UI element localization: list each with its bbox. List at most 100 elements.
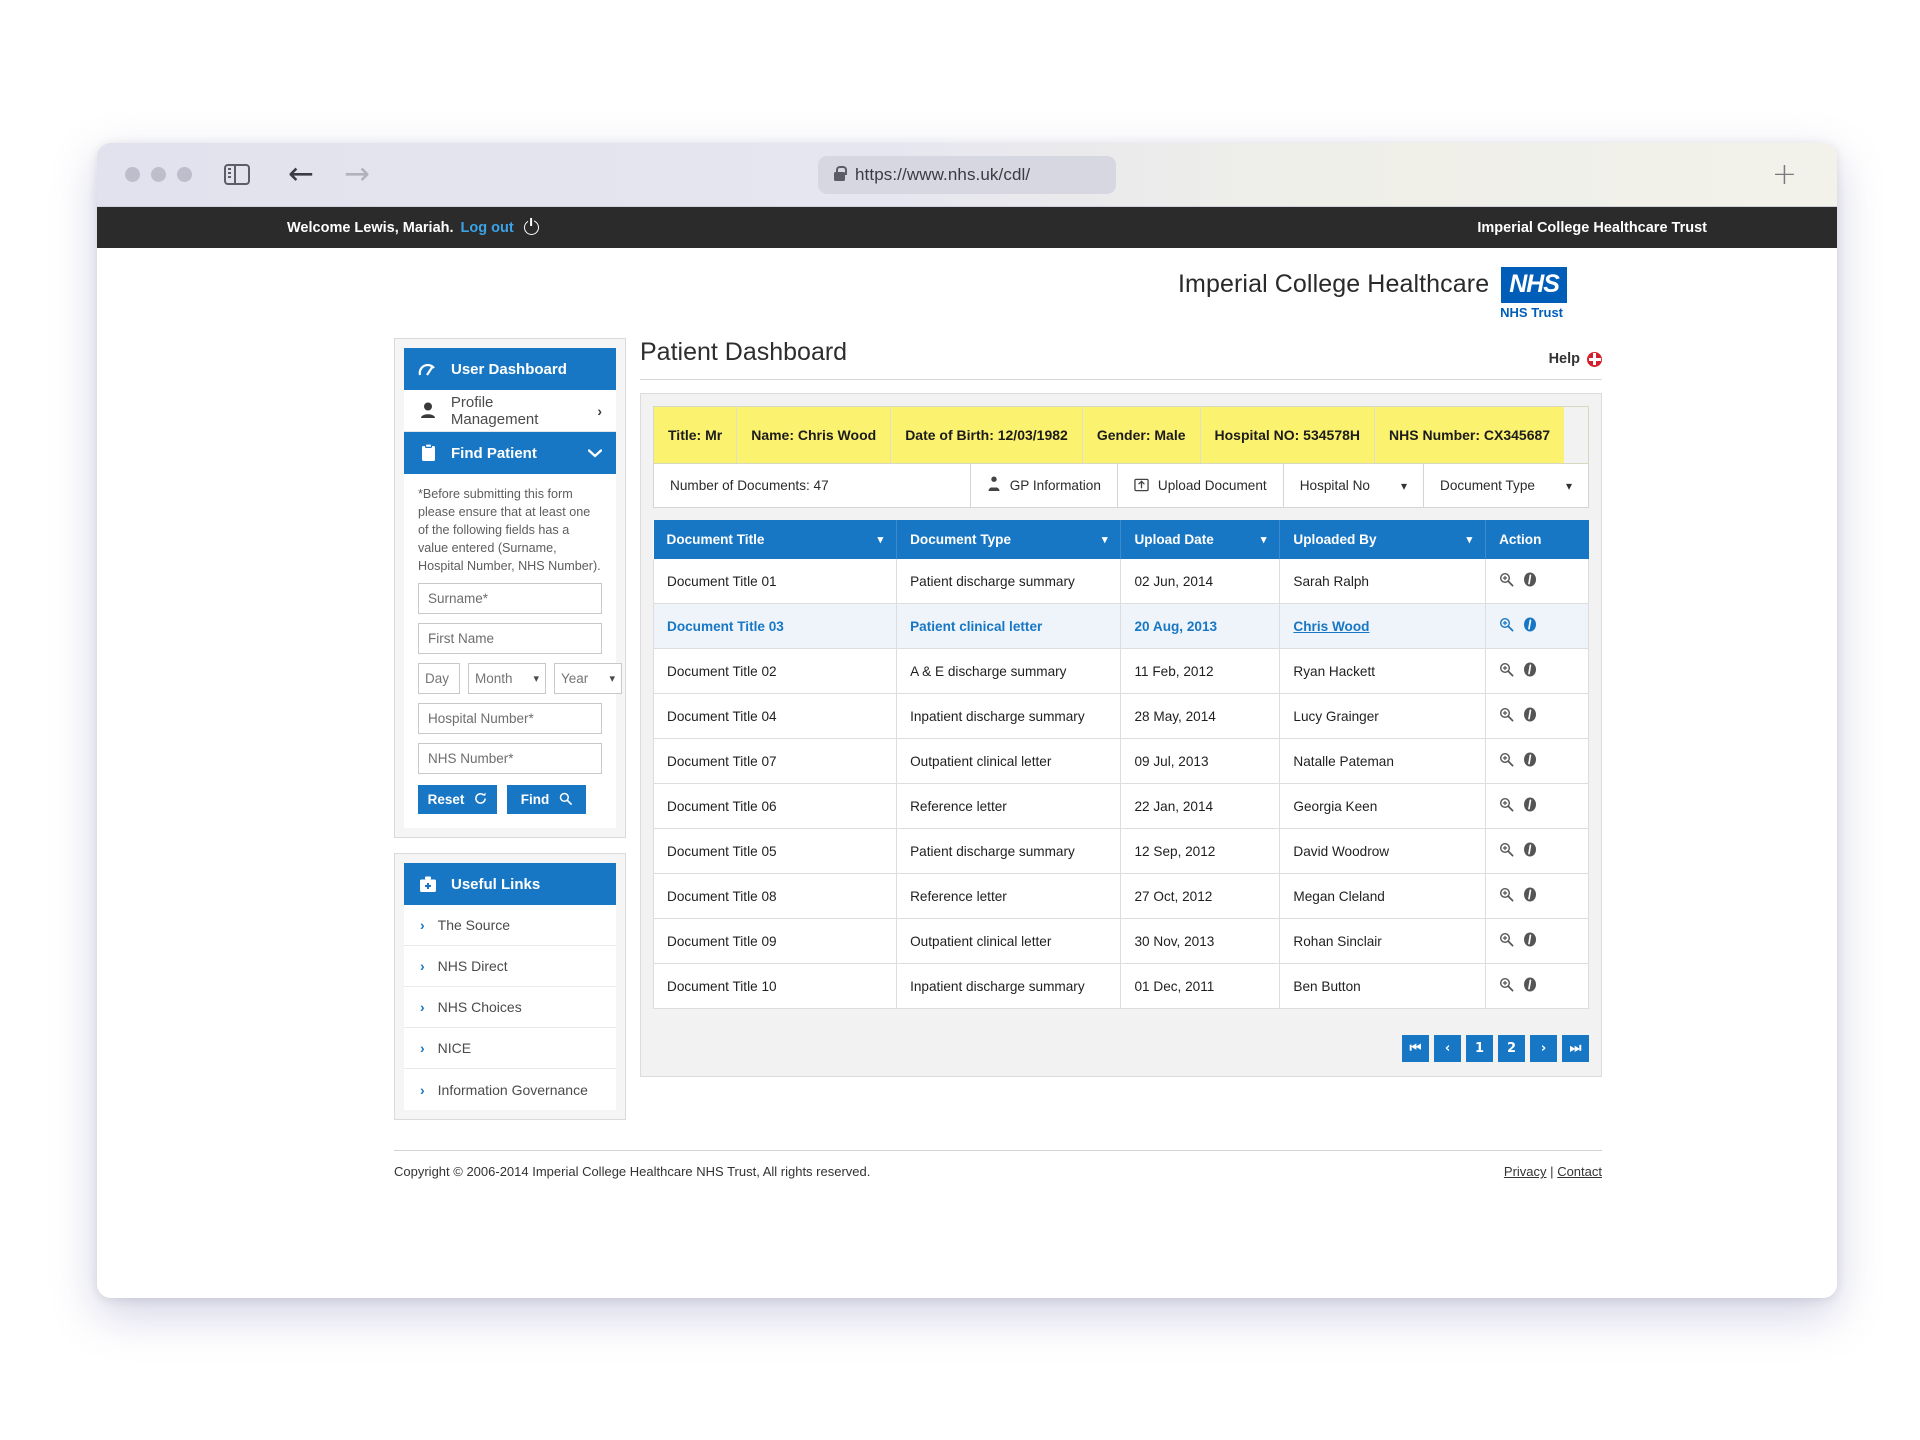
zoom-in-icon[interactable] (1499, 887, 1514, 905)
nhs-number-input[interactable] (418, 743, 602, 775)
zoom-in-icon[interactable] (1499, 662, 1514, 680)
firstname-input[interactable] (418, 623, 602, 655)
cell-document-title[interactable]: Document Title 05 (652, 828, 898, 874)
contact-link[interactable]: Contact (1557, 1164, 1602, 1180)
info-icon[interactable] (1523, 932, 1537, 950)
info-icon[interactable] (1523, 842, 1537, 860)
cell-document-title[interactable]: Document Title 03 (652, 603, 898, 649)
page-1-button[interactable]: 1 (1466, 1035, 1493, 1062)
zoom-in-icon[interactable] (1499, 932, 1514, 950)
table-row[interactable]: Document Title 01 Patient discharge summa… (652, 559, 1589, 604)
column-uploaded-by[interactable]: Uploaded By ▾ (1279, 520, 1487, 559)
zoom-in-icon[interactable] (1499, 617, 1514, 635)
cell-uploaded-by[interactable]: Chris Wood (1279, 603, 1487, 649)
zoom-in-icon[interactable] (1499, 797, 1514, 815)
cell-document-title[interactable]: Document Title 09 (652, 918, 898, 964)
hospital-number-input[interactable] (418, 703, 602, 735)
table-row[interactable]: Document Title 04 Inpatient discharge sum… (652, 693, 1589, 739)
column-document-title[interactable]: Document Title ▾ (653, 520, 898, 559)
column-upload-date[interactable]: Upload Date ▾ (1120, 520, 1281, 559)
info-icon[interactable] (1523, 797, 1537, 815)
find-button[interactable]: Find (507, 785, 586, 815)
back-arrow-icon[interactable]: ← (288, 156, 314, 192)
minimize-window-button[interactable] (151, 167, 166, 182)
table-row[interactable]: Document Title 09 Outpatient clinical let… (652, 918, 1589, 964)
page-first-button[interactable]: ⏮ (1402, 1035, 1429, 1062)
sidebar-item-find-patient[interactable]: Find Patient (404, 432, 616, 474)
table-row[interactable]: Document Title 06 Reference letter 22 Jan,… (652, 783, 1589, 829)
table-row[interactable]: Document Title 07 Outpatient clinical let… (652, 738, 1589, 784)
cell-uploaded-by[interactable]: David Woodrow (1279, 828, 1487, 874)
info-icon[interactable] (1523, 977, 1537, 995)
patient-name: Name: Chris Wood (737, 407, 892, 463)
zoom-in-icon[interactable] (1499, 842, 1514, 860)
cell-uploaded-by[interactable]: Sarah Ralph (1279, 559, 1487, 604)
info-icon[interactable] (1523, 617, 1537, 635)
column-document-type[interactable]: Document Type ▾ (896, 520, 1122, 559)
page-prev-button[interactable]: ‹ (1434, 1035, 1461, 1062)
day-input[interactable] (418, 663, 460, 695)
page-next-button[interactable]: › (1530, 1035, 1557, 1062)
cell-uploaded-by[interactable]: Megan Cleland (1279, 873, 1487, 919)
cell-document-title[interactable]: Document Title 07 (652, 738, 898, 784)
cell-document-title[interactable]: Document Title 06 (652, 783, 898, 829)
cell-uploaded-by[interactable]: Rohan Sinclair (1279, 918, 1487, 964)
table-row[interactable]: Document Title 10 Inpatient discharge sum… (652, 963, 1589, 1009)
main-content: Patient Dashboard Help Title: Mr Name: C… (640, 338, 1602, 1135)
reset-button[interactable]: Reset (418, 785, 497, 815)
page-last-button[interactable]: ⏭ (1562, 1035, 1589, 1062)
document-type-filter[interactable]: Document Type ▾ (1423, 464, 1588, 507)
sidebar-item-user-dashboard[interactable]: User Dashboard (404, 348, 616, 390)
table-row[interactable]: Document Title 03 Patient clinical letter… (652, 603, 1589, 649)
cell-uploaded-by[interactable]: Georgia Keen (1279, 783, 1487, 829)
cell-document-title[interactable]: Document Title 10 (652, 963, 898, 1009)
info-icon[interactable] (1523, 572, 1537, 590)
page-header: Patient Dashboard Help (640, 338, 1602, 380)
help-button[interactable]: Help (1549, 351, 1602, 367)
cell-document-title[interactable]: Document Title 08 (652, 873, 898, 919)
address-bar[interactable]: https://www.nhs.uk/cdl/ (818, 155, 1116, 194)
window-controls[interactable] (125, 167, 192, 182)
cell-uploaded-by[interactable]: Lucy Grainger (1279, 693, 1487, 739)
useful-link-item[interactable]: › NHS Choices (404, 987, 616, 1029)
zoom-in-icon[interactable] (1499, 752, 1514, 770)
upload-document-button[interactable]: Upload Document (1116, 464, 1283, 507)
zoom-in-icon[interactable] (1499, 977, 1514, 995)
privacy-link[interactable]: Privacy (1503, 1164, 1547, 1180)
sidebar-item-profile-management[interactable]: Profile Management › (404, 390, 616, 432)
info-icon[interactable] (1523, 887, 1537, 905)
plus-icon[interactable]: + (1771, 156, 1797, 192)
table-row[interactable]: Document Title 05 Patient discharge summa… (652, 828, 1589, 874)
year-select[interactable] (554, 663, 622, 695)
left-sidebar: User Dashboard Profile Management › (394, 338, 626, 1135)
table-row[interactable]: Document Title 08 Reference letter 27 Oct,… (652, 873, 1589, 919)
power-icon[interactable] (523, 220, 539, 235)
info-icon[interactable] (1523, 752, 1537, 770)
table-row[interactable]: Document Title 02 A & E discharge summary… (652, 648, 1589, 694)
zoom-in-icon[interactable] (1499, 572, 1514, 590)
useful-link-item[interactable]: › The Source (404, 905, 616, 947)
useful-link-item[interactable]: › NHS Direct (404, 946, 616, 988)
info-icon[interactable] (1523, 662, 1537, 680)
useful-link-item[interactable]: › NICE (404, 1028, 616, 1070)
hospital-no-filter[interactable]: Hospital No ▾ (1282, 464, 1423, 507)
cell-document-title[interactable]: Document Title 02 (652, 648, 898, 694)
cell-uploaded-by[interactable]: Ben Button (1279, 963, 1487, 1009)
cell-document-title[interactable]: Document Title 01 (652, 559, 898, 604)
link-label: NHS Choices (437, 999, 522, 1016)
forward-arrow-icon[interactable]: → (343, 156, 370, 192)
info-icon[interactable] (1523, 707, 1537, 725)
cell-uploaded-by[interactable]: Ryan Hackett (1279, 648, 1487, 694)
maximize-window-button[interactable] (177, 167, 192, 182)
sidebar-toggle-icon[interactable] (224, 164, 250, 185)
useful-link-item[interactable]: › Information Governance (404, 1069, 616, 1111)
cell-uploaded-by[interactable]: Natalle Pateman (1279, 738, 1487, 784)
zoom-in-icon[interactable] (1499, 707, 1514, 725)
surname-input[interactable] (418, 583, 602, 615)
cell-document-title[interactable]: Document Title 04 (652, 693, 898, 739)
gp-information-button[interactable]: GP Information (969, 464, 1117, 507)
close-window-button[interactable] (125, 167, 140, 182)
logout-link[interactable]: Log out (460, 219, 514, 236)
page-2-button[interactable]: 2 (1498, 1035, 1525, 1062)
month-select[interactable] (468, 663, 546, 695)
